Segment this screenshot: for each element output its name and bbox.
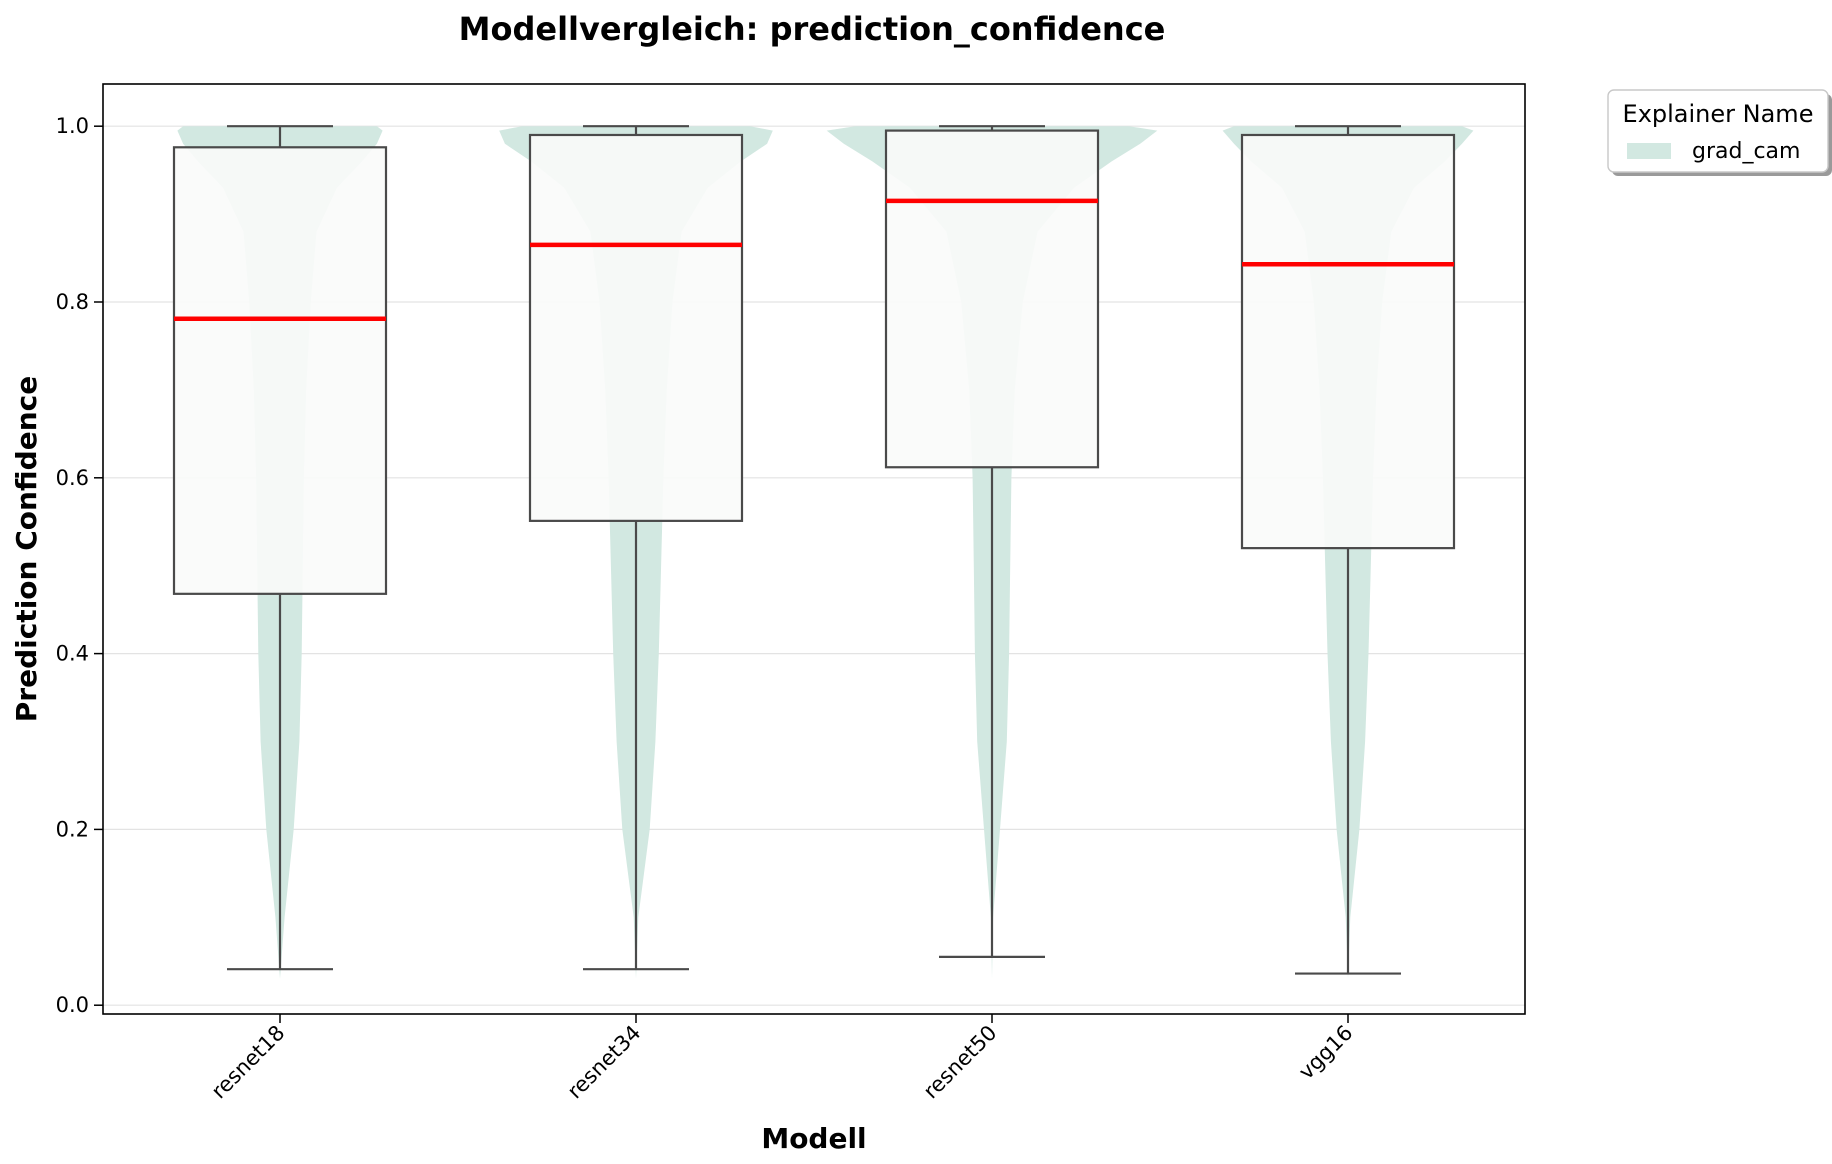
legend-title: Explainer Name xyxy=(1623,100,1814,128)
x-tick-label: resnet18 xyxy=(207,1021,290,1104)
x-tick-label: resnet34 xyxy=(563,1021,646,1104)
x-axis-label: Modell xyxy=(761,1122,866,1155)
chart-title: Modellvergleich: prediction_confidence xyxy=(459,10,1166,48)
legend-swatch xyxy=(1627,143,1671,159)
y-tick-label: 1.0 xyxy=(56,114,89,138)
box-plot xyxy=(528,125,744,971)
y-tick-label: 0.8 xyxy=(56,290,89,314)
legend: Explainer Name grad_cam xyxy=(1607,89,1832,176)
y-axis-label: Prediction Confidence xyxy=(10,376,43,723)
y-axis-ticks: 0.0 0.2 0.4 0.6 0.8 1.0 xyxy=(56,114,103,1017)
y-tick-label: 0.2 xyxy=(56,817,89,841)
iqr-box xyxy=(1240,133,1456,550)
box-plot xyxy=(1240,125,1456,975)
y-tick-label: 0.4 xyxy=(56,642,89,666)
legend-entry-label: grad_cam xyxy=(1692,139,1800,164)
iqr-box xyxy=(172,146,388,595)
box-plot xyxy=(884,125,1100,958)
x-axis-ticks: resnet18 resnet34 resnet50 vgg16 xyxy=(207,1014,1358,1103)
y-tick-label: 0.6 xyxy=(56,466,89,490)
iqr-box xyxy=(528,133,744,522)
iqr-box xyxy=(884,129,1100,469)
box-plots xyxy=(172,125,1456,975)
box-plot xyxy=(172,125,388,971)
plot-frame xyxy=(102,83,1526,1015)
x-tick-label: vgg16 xyxy=(1294,1021,1358,1085)
x-tick-label: resnet50 xyxy=(919,1021,1002,1104)
y-tick-label: 0.0 xyxy=(56,993,89,1017)
